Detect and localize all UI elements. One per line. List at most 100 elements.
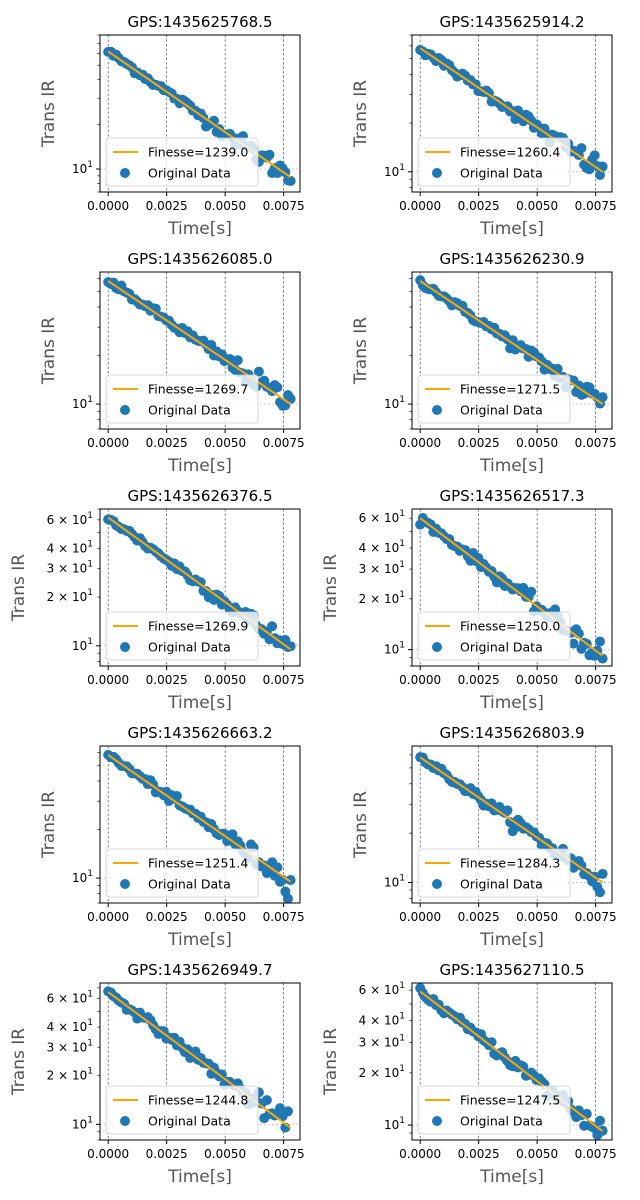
data-point xyxy=(526,586,537,597)
axes-frame xyxy=(411,982,613,1141)
x-axis-label: Time[s] xyxy=(167,1167,232,1187)
axes-frame xyxy=(99,745,301,904)
data-point xyxy=(195,577,206,588)
data-point xyxy=(171,790,182,801)
axes-frame xyxy=(99,271,301,430)
fit-line xyxy=(419,280,604,405)
legend-data-label: Original Data xyxy=(460,1114,543,1129)
data-point xyxy=(576,860,587,871)
legend-fit-label: Finesse=1284.3 xyxy=(460,856,560,871)
legend-fit-label: Finesse=1244.8 xyxy=(148,1093,248,1108)
fit-line xyxy=(107,754,292,883)
data-point xyxy=(283,893,293,903)
x-tick-label: 0.0025 xyxy=(458,673,500,687)
y-tick-label: 101 xyxy=(384,1116,405,1132)
x-tick-label: 0.0075 xyxy=(575,199,617,213)
legend-data-swatch xyxy=(432,879,442,889)
subplot-8: GPS:1435626803.9 0.0000 0.0025 0.0050 0.0075… xyxy=(351,724,617,950)
legend-fit-label: Finesse=1239.0 xyxy=(148,145,248,160)
x-tick-label: 0.0025 xyxy=(146,199,188,213)
legend: Finesse=1260.4 Original Data xyxy=(417,137,571,187)
subplot-7: GPS:1435626663.2 0.0000 0.0025 0.0050 0.0075… xyxy=(39,724,305,950)
x-tick-label: 0.0000 xyxy=(87,910,129,924)
x-tick-label: 0.0050 xyxy=(204,199,246,213)
subplot-title: GPS:1435626949.7 xyxy=(128,961,273,979)
subplot-title: GPS:1435626230.9 xyxy=(440,250,585,268)
y-axis-label: Trans IR xyxy=(321,554,341,622)
data-point xyxy=(576,143,587,154)
y-tick-label: 4 × 101 xyxy=(47,539,93,555)
legend-data-swatch xyxy=(120,1116,130,1126)
y-tick-label: 4 × 101 xyxy=(359,539,405,555)
y-tick-label: 6 × 101 xyxy=(47,990,93,1006)
axes-frame xyxy=(411,34,613,193)
x-tick-label: 0.0050 xyxy=(516,1147,558,1161)
y-tick-label: 2 × 101 xyxy=(359,590,405,606)
data-point xyxy=(275,1103,286,1114)
legend-data-label: Original Data xyxy=(148,166,231,181)
y-axis-label: Trans IR xyxy=(39,80,59,148)
data-point xyxy=(285,175,296,186)
y-tick-label: 101 xyxy=(72,395,93,411)
subplot-5: GPS:1435626376.5 0.0000 0.0025 0.0050 0.0075… xyxy=(9,487,305,713)
subplot-2: GPS:1435625914.2 0.0000 0.0025 0.0050 0.0075… xyxy=(351,13,617,239)
subplot-title: GPS:1435626663.2 xyxy=(128,724,273,742)
x-axis-label: Time[s] xyxy=(479,693,544,713)
fit-line xyxy=(107,516,292,651)
legend-fit-label: Finesse=1251.4 xyxy=(148,856,248,871)
x-axis-label: Time[s] xyxy=(479,1167,544,1187)
x-tick-label: 0.0000 xyxy=(87,1147,129,1161)
y-tick-label: 101 xyxy=(72,637,93,653)
legend-data-label: Original Data xyxy=(460,166,543,181)
y-tick-label: 6 × 101 xyxy=(359,981,405,997)
data-point xyxy=(232,355,243,366)
data-point xyxy=(264,149,275,160)
x-tick-label: 0.0000 xyxy=(399,1147,441,1161)
legend-data-swatch xyxy=(120,879,130,889)
y-tick-label: 3 × 101 xyxy=(359,560,405,576)
x-tick-label: 0.0025 xyxy=(458,1147,500,1161)
data-point xyxy=(594,1115,605,1126)
x-tick-label: 0.0025 xyxy=(458,199,500,213)
y-tick-label: 101 xyxy=(384,163,405,179)
x-tick-label: 0.0075 xyxy=(263,910,305,924)
subplot-1: GPS:1435625768.5 0.0000 0.0025 0.0050 0.0075… xyxy=(39,13,305,239)
data-point xyxy=(518,582,529,593)
legend: Finesse=1250.0 Original Data xyxy=(417,611,571,661)
legend-data-swatch xyxy=(120,168,130,178)
legend-fit-label: Finesse=1269.9 xyxy=(148,619,248,634)
x-tick-label: 0.0050 xyxy=(516,910,558,924)
x-tick-label: 0.0025 xyxy=(458,436,500,450)
legend-box xyxy=(417,137,571,187)
legend: Finesse=1247.5 Original Data xyxy=(417,1085,571,1135)
legend-data-label: Original Data xyxy=(148,877,231,892)
x-tick-label: 0.0025 xyxy=(458,910,500,924)
subplot-title: GPS:1435626085.0 xyxy=(128,250,273,268)
y-axis-label: Trans IR xyxy=(321,1028,341,1096)
axes-frame xyxy=(99,508,301,667)
x-tick-label: 0.0075 xyxy=(263,199,305,213)
y-tick-label: 2 × 101 xyxy=(47,1067,93,1083)
subplot-4: GPS:1435626230.9 0.0000 0.0025 0.0050 0.0075… xyxy=(351,250,617,476)
x-tick-label: 0.0000 xyxy=(87,673,129,687)
y-axis-label: Trans IR xyxy=(39,317,59,385)
x-axis-label: Time[s] xyxy=(167,930,232,950)
legend-box xyxy=(105,137,259,187)
legend-data-label: Original Data xyxy=(460,640,543,655)
x-tick-label: 0.0075 xyxy=(575,673,617,687)
x-tick-label: 0.0050 xyxy=(516,673,558,687)
subplot-title: GPS:1435626803.9 xyxy=(440,724,585,742)
x-tick-label: 0.0050 xyxy=(516,436,558,450)
y-tick-label: 101 xyxy=(72,160,93,176)
x-tick-label: 0.0075 xyxy=(575,1147,617,1161)
x-tick-label: 0.0050 xyxy=(204,673,246,687)
data-point xyxy=(573,380,584,391)
axes-frame xyxy=(411,271,613,430)
legend: Finesse=1271.5 Original Data xyxy=(417,374,571,424)
data-point xyxy=(285,875,296,886)
x-tick-label: 0.0000 xyxy=(87,199,129,213)
legend-fit-label: Finesse=1247.5 xyxy=(460,1093,560,1108)
subplot-title: GPS:1435627110.5 xyxy=(440,961,585,979)
data-point xyxy=(272,382,283,393)
y-tick-label: 3 × 101 xyxy=(359,1033,405,1049)
